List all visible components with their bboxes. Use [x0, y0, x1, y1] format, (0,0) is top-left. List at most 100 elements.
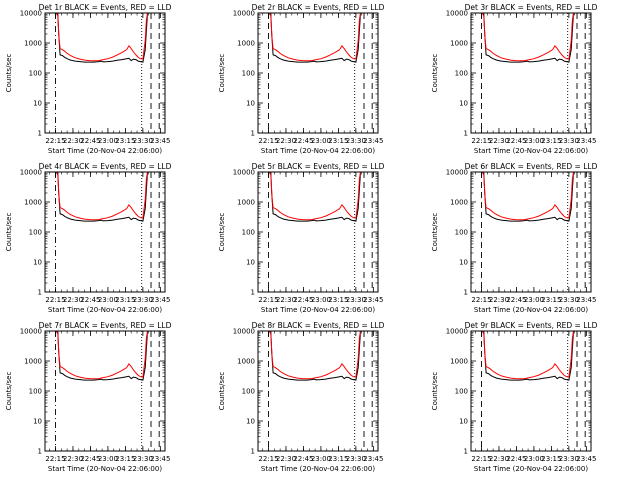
x-tick-label: 23:45: [576, 137, 596, 145]
x-tick-label: 23:30: [133, 455, 153, 463]
x-tick-label: 22:15: [471, 137, 491, 145]
x-axis-label: Start Time (20-Nov-04 22:06:00): [474, 147, 588, 155]
panel-det-1: Det 1r BLACK = Events, RED = LLD Counts/s…: [5, 3, 172, 155]
panel-det-8: Det 8r BLACK = Events, RED = LLD Counts/s…: [218, 321, 385, 473]
x-tick-label: 22:45: [80, 137, 100, 145]
x-tick-label: 23:00: [98, 455, 118, 463]
x-tick-label: 22:15: [258, 455, 278, 463]
x-axis-label: Start Time (20-Nov-04 22:06:00): [261, 147, 375, 155]
y-tick-label: 1: [38, 130, 42, 138]
x-axis-label: Start Time (20-Nov-04 22:06:00): [474, 306, 588, 314]
series-events: [270, 331, 361, 381]
y-axis-label: Counts/sec: [5, 54, 13, 93]
panel-title: Det 9r BLACK = Events, RED = LLD: [465, 321, 598, 330]
y-tick-label: 1: [251, 130, 255, 138]
y-tick-label: 1: [251, 289, 255, 297]
y-tick-label: 1000: [24, 199, 42, 207]
y-tick-label: 10000: [446, 10, 468, 18]
y-axis-label: Counts/sec: [431, 213, 439, 252]
x-tick-label: 23:30: [346, 296, 366, 304]
x-tick-label: 22:30: [276, 455, 296, 463]
x-tick-label: 23:15: [328, 296, 348, 304]
x-tick-label: 23:00: [524, 137, 544, 145]
y-tick-label: 1: [464, 130, 468, 138]
y-tick-label: 10000: [20, 169, 42, 177]
x-tick-label: 23:45: [363, 455, 383, 463]
y-tick-label: 10: [459, 418, 468, 426]
y-axis-label: Counts/sec: [218, 372, 226, 411]
series-events: [270, 172, 361, 222]
x-tick-label: 22:15: [471, 296, 491, 304]
series-lld: [54, 13, 148, 62]
x-tick-label: 22:30: [276, 296, 296, 304]
plot-frame: [257, 171, 379, 293]
y-tick-label: 100: [242, 70, 255, 78]
x-tick-label: 23:00: [311, 455, 331, 463]
x-tick-label: 23:15: [115, 137, 135, 145]
y-tick-label: 100: [455, 229, 468, 237]
plot-frame: [44, 171, 166, 293]
y-tick-label: 10000: [233, 10, 255, 18]
y-tick-label: 100: [242, 388, 255, 396]
x-tick-label: 22:45: [80, 296, 100, 304]
panel-title: Det 3r BLACK = Events, RED = LLD: [465, 3, 598, 12]
x-tick-label: 23:30: [133, 296, 153, 304]
panel-title: Det 6r BLACK = Events, RED = LLD: [465, 162, 598, 171]
x-tick-label: 22:15: [45, 137, 65, 145]
series-events: [57, 172, 148, 222]
panel-title: Det 7r BLACK = Events, RED = LLD: [39, 321, 172, 330]
panel-det-9: Det 9r BLACK = Events, RED = LLD Counts/s…: [431, 321, 598, 473]
x-tick-label: 22:30: [489, 296, 509, 304]
panel-title: Det 4r BLACK = Events, RED = LLD: [39, 162, 172, 171]
x-tick-label: 22:45: [506, 455, 526, 463]
x-tick-label: 23:00: [311, 137, 331, 145]
plot-frame: [44, 330, 166, 452]
x-tick-label: 22:45: [293, 455, 313, 463]
x-tick-label: 23:15: [541, 137, 561, 145]
x-tick-label: 23:30: [346, 137, 366, 145]
x-tick-label: 23:15: [115, 296, 135, 304]
y-tick-label: 1000: [450, 40, 468, 48]
y-axis-label: Counts/sec: [5, 213, 13, 252]
panel-det-3: Det 3r BLACK = Events, RED = LLD Counts/s…: [431, 3, 598, 155]
panel-det-5: Det 5r BLACK = Events, RED = LLD Counts/s…: [218, 162, 385, 314]
y-tick-label: 1: [251, 448, 255, 456]
series-events: [270, 13, 361, 63]
y-tick-label: 100: [455, 388, 468, 396]
plot-frame: [257, 12, 379, 134]
x-axis-label: Start Time (20-Nov-04 22:06:00): [48, 306, 162, 314]
plot-frame: [257, 330, 379, 452]
x-tick-label: 23:00: [524, 296, 544, 304]
y-tick-label: 100: [29, 388, 42, 396]
x-axis-label: Start Time (20-Nov-04 22:06:00): [261, 465, 375, 473]
y-axis-label: Counts/sec: [218, 213, 226, 252]
x-tick-label: 23:45: [150, 137, 170, 145]
x-tick-label: 23:30: [559, 137, 579, 145]
y-tick-label: 1: [464, 448, 468, 456]
plot-frame: [44, 12, 166, 134]
x-tick-label: 23:45: [150, 296, 170, 304]
panel-title: Det 8r BLACK = Events, RED = LLD: [252, 321, 385, 330]
panel-title: Det 2r BLACK = Events, RED = LLD: [252, 3, 385, 12]
x-tick-label: 22:15: [471, 455, 491, 463]
x-tick-label: 23:15: [328, 137, 348, 145]
y-tick-label: 100: [242, 229, 255, 237]
x-axis-label: Start Time (20-Nov-04 22:06:00): [48, 147, 162, 155]
series-events: [483, 172, 574, 222]
x-tick-label: 23:30: [559, 296, 579, 304]
x-tick-label: 22:30: [63, 137, 83, 145]
series-lld: [267, 172, 361, 221]
y-axis-label: Counts/sec: [218, 54, 226, 93]
x-tick-label: 23:45: [576, 296, 596, 304]
series-lld: [480, 331, 574, 380]
x-tick-label: 23:00: [524, 455, 544, 463]
plot-frame: [470, 12, 592, 134]
x-tick-label: 23:15: [115, 455, 135, 463]
y-tick-label: 10000: [20, 328, 42, 336]
plot-frame: [470, 171, 592, 293]
x-tick-label: 22:15: [45, 296, 65, 304]
y-tick-label: 1000: [24, 40, 42, 48]
y-tick-label: 10: [459, 100, 468, 108]
x-tick-label: 23:15: [541, 296, 561, 304]
x-tick-label: 22:30: [63, 455, 83, 463]
